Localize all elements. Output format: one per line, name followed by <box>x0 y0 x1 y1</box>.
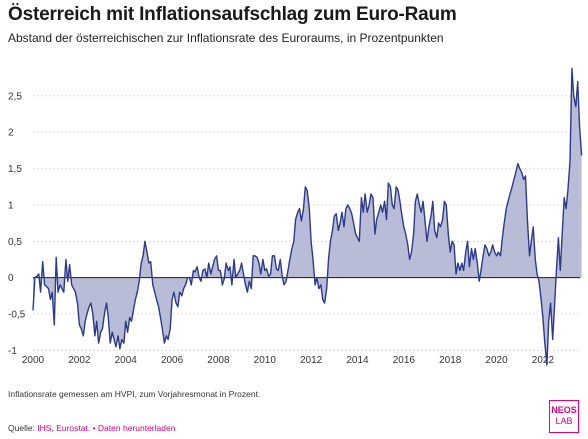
x-tick-label: 2002 <box>68 355 91 366</box>
y-tick-label: 0,5 <box>8 237 22 248</box>
series-line <box>32 67 583 366</box>
y-tick-label: -0,5 <box>8 310 26 321</box>
chart-subtitle: Abstand der österreichischen zur Inflati… <box>8 31 444 45</box>
y-tick-label: 1,5 <box>8 164 22 175</box>
x-tick-label: 2014 <box>346 355 369 366</box>
x-tick-label: 2008 <box>207 355 230 366</box>
y-tick-label: 0 <box>8 273 14 284</box>
series-area <box>33 68 582 365</box>
logo-line2: LAB <box>555 416 573 426</box>
y-tick-label: 1 <box>8 200 14 211</box>
x-tick-label: 2010 <box>254 355 277 366</box>
x-tick-label: 2004 <box>115 355 138 366</box>
y-tick-label: -1 <box>8 346 17 357</box>
footnote: Inflationsrate gemessen am HVPI, zum Vor… <box>8 389 261 399</box>
source-line: Quelle: IHS, Eurostat. • Daten herunterl… <box>8 423 175 433</box>
source-link[interactable]: IHS, Eurostat. <box>37 423 91 433</box>
neos-lab-logo: NEOS LAB <box>549 400 579 433</box>
y-tick-label: 2,5 <box>8 91 22 102</box>
x-tick-label: 2000 <box>22 355 45 366</box>
x-tick-label: 2020 <box>485 355 508 366</box>
y-tick-label: 2 <box>8 128 14 139</box>
x-tick-label: 2022 <box>532 355 555 366</box>
x-tick-label: 2018 <box>439 355 462 366</box>
x-tick-label: 2012 <box>300 355 323 366</box>
logo-line1: NEOS <box>551 405 577 415</box>
source-prefix: Quelle: <box>8 423 38 433</box>
area-chart: -1 -0,5 0 0,5 1 1,5 2 2,5 2000 2002 2004 2006 2008 20… <box>8 67 583 366</box>
download-data-link[interactable]: Daten herunterladen <box>97 423 176 433</box>
x-tick-label: 2016 <box>393 355 416 366</box>
source-separator: • <box>90 423 98 433</box>
chart-title: Österreich mit Inflationsaufschlag zum E… <box>8 4 457 25</box>
x-tick-label: 2006 <box>161 355 184 366</box>
